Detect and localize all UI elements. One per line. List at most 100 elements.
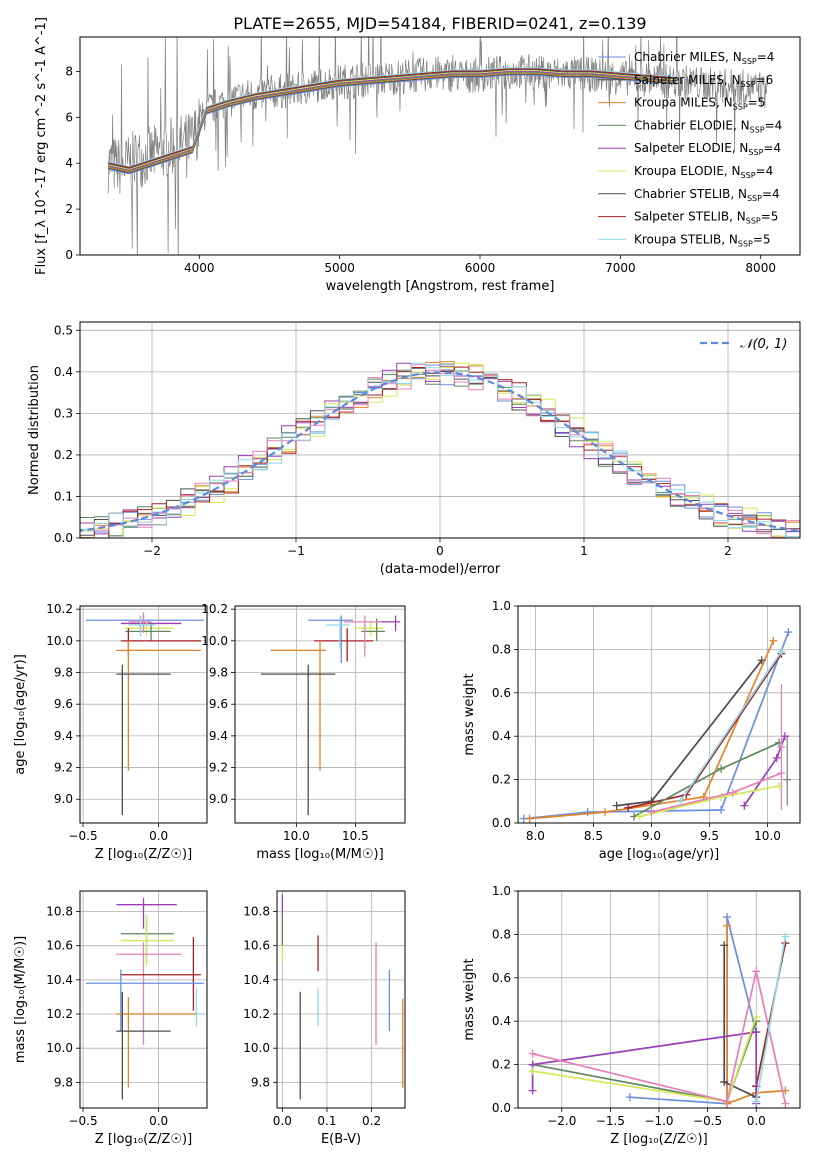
- x-tick-label: 4000: [184, 261, 215, 275]
- y-tick-label: 9.6: [209, 697, 228, 711]
- plot-area: [86, 612, 204, 816]
- observed-spectrum: [107, 37, 769, 255]
- y-tick-label: 9.2: [209, 761, 228, 775]
- y-tick-label: 0.8: [492, 642, 511, 656]
- y-tick-label: 0.4: [54, 365, 73, 379]
- plot-area: [281, 894, 404, 1100]
- x-axis-label: (data-model)/error: [380, 562, 501, 577]
- y-tick-label: 9.6: [54, 697, 73, 711]
- y-tick-label: 10.2: [46, 1007, 73, 1021]
- axes-frame: [517, 890, 801, 1109]
- x-tick-label: 10.0: [754, 829, 781, 843]
- data-point: [116, 942, 182, 1045]
- y-tick-label: 0.5: [54, 323, 73, 337]
- data-point: [116, 991, 171, 1100]
- y-tick-label: 0.0: [492, 816, 511, 830]
- marker: [769, 636, 778, 645]
- y-tick-label: 9.2: [54, 761, 73, 775]
- x-axis-label: mass [log₁₀(M/M☉)]: [256, 847, 383, 862]
- y-tick-label: 4: [65, 156, 73, 170]
- axes-frame: [79, 890, 208, 1109]
- y-axis-label: Normed distribution: [27, 365, 42, 495]
- y-tick-label: 6: [65, 110, 73, 124]
- chart-mass-weight-vs-age: 8.0 8.5 9.0 9.5 10.0 0.0 0.2 0.4 0.6 0.8 1.0 age [l…: [462, 599, 801, 862]
- x-tick-label: −1.5: [596, 1114, 625, 1128]
- marker: [720, 941, 729, 950]
- x-tick-label: 2: [724, 544, 732, 558]
- legend-entry: Salpeter MILES, NSSP=6: [634, 73, 773, 89]
- data-point: [376, 615, 401, 632]
- x-tick-label: 0.0: [149, 829, 168, 843]
- x-tick-label: 8.5: [584, 829, 603, 843]
- marker: [752, 967, 761, 976]
- data-point: [128, 615, 156, 637]
- y-tick-label: 10.0: [243, 1041, 270, 1055]
- y-tick-label: 10.0: [46, 1041, 73, 1055]
- axes-frame: [79, 321, 801, 539]
- marker: [783, 775, 792, 784]
- x-axis-label: E(B-V): [321, 1132, 361, 1147]
- y-axis-label: mass weight: [462, 958, 477, 1040]
- data-point: [116, 897, 177, 929]
- axes-frame: [517, 605, 801, 824]
- plot-area: [260, 615, 401, 816]
- x-tick-label: 0.0: [747, 1114, 766, 1128]
- x-tick-label: 0.1: [317, 1114, 336, 1128]
- series-line: [679, 651, 783, 802]
- data-point: [260, 664, 336, 816]
- data-point: [120, 628, 201, 657]
- y-tick-label: 0.8: [492, 927, 511, 941]
- data-point: [116, 664, 171, 816]
- series-line: [616, 659, 763, 807]
- chart-mass-vs-Z: −0.5 0.0 9.8 10.0 10.2 10.4 10.6 10.8 Z [log₁₀(Z…: [13, 890, 208, 1147]
- data-point: [343, 615, 382, 657]
- marker: [752, 1028, 761, 1037]
- series: [635, 782, 784, 821]
- series: [752, 932, 790, 1106]
- y-tick-label: 1.0: [492, 599, 511, 613]
- y-axis-label: mass weight: [462, 673, 477, 755]
- y-tick-label: 0.2: [54, 448, 73, 462]
- y-tick-label: 0.4: [492, 729, 511, 743]
- series: [528, 967, 790, 1108]
- chart-age-vs-mass: 10.0 10.5 9.0 9.2 9.4 9.6 9.8 10.0 10.2 mass [log…: [201, 602, 406, 862]
- data-point: [120, 914, 174, 963]
- model-spectrum: [107, 69, 677, 169]
- y-tick-label: 10.8: [243, 905, 270, 919]
- legend-entry: Kroupa MILES, NSSP=5: [634, 96, 765, 112]
- marker: [676, 797, 685, 806]
- x-axis-label: age [log₁₀(age/yr)]: [599, 847, 720, 862]
- x-tick-label: 0.2: [362, 1114, 381, 1128]
- y-tick-label: 1.0: [492, 884, 511, 898]
- y-tick-label: 0.0: [492, 1101, 511, 1115]
- y-tick-label: 10.2: [46, 602, 73, 616]
- y-tick-label: 9.8: [54, 666, 73, 680]
- x-tick-label: 10.5: [342, 829, 369, 843]
- legend-entry: 𝒩(0, 1): [740, 337, 787, 352]
- data-point: [777, 684, 786, 810]
- data-point: [120, 937, 201, 1011]
- y-tick-label: 8: [65, 64, 73, 78]
- axes-frame: [234, 605, 406, 824]
- y-tick-label: 10.6: [243, 939, 270, 953]
- y-tick-label: 10.4: [46, 973, 73, 987]
- plot-area: [519, 628, 793, 823]
- x-axis-label: wavelength [Angstrom, rest frame]: [326, 279, 555, 294]
- data-point: [86, 969, 204, 1032]
- axes-frame: [276, 890, 406, 1109]
- x-tick-label: 9.0: [642, 829, 661, 843]
- marker: [723, 921, 732, 930]
- legend-entry: Salpeter STELIB, NSSP=5: [634, 210, 778, 226]
- marker: [583, 808, 592, 817]
- data-point: [116, 988, 204, 1026]
- legend-entry: Chabrier MILES, NSSP=4: [634, 50, 774, 66]
- plot-area: [528, 913, 790, 1108]
- chart-mass-weight-vs-Z: −2.0 −1.5 −1.0 −0.5 0.0 0.0 0.2 0.4 0.6 0.8 1.0 Z […: [462, 884, 801, 1147]
- x-tick-label: 8000: [745, 261, 776, 275]
- marker: [740, 801, 749, 810]
- marker: [723, 913, 732, 922]
- data-point: [116, 996, 197, 1088]
- marker: [781, 932, 790, 941]
- series-line: [523, 631, 790, 820]
